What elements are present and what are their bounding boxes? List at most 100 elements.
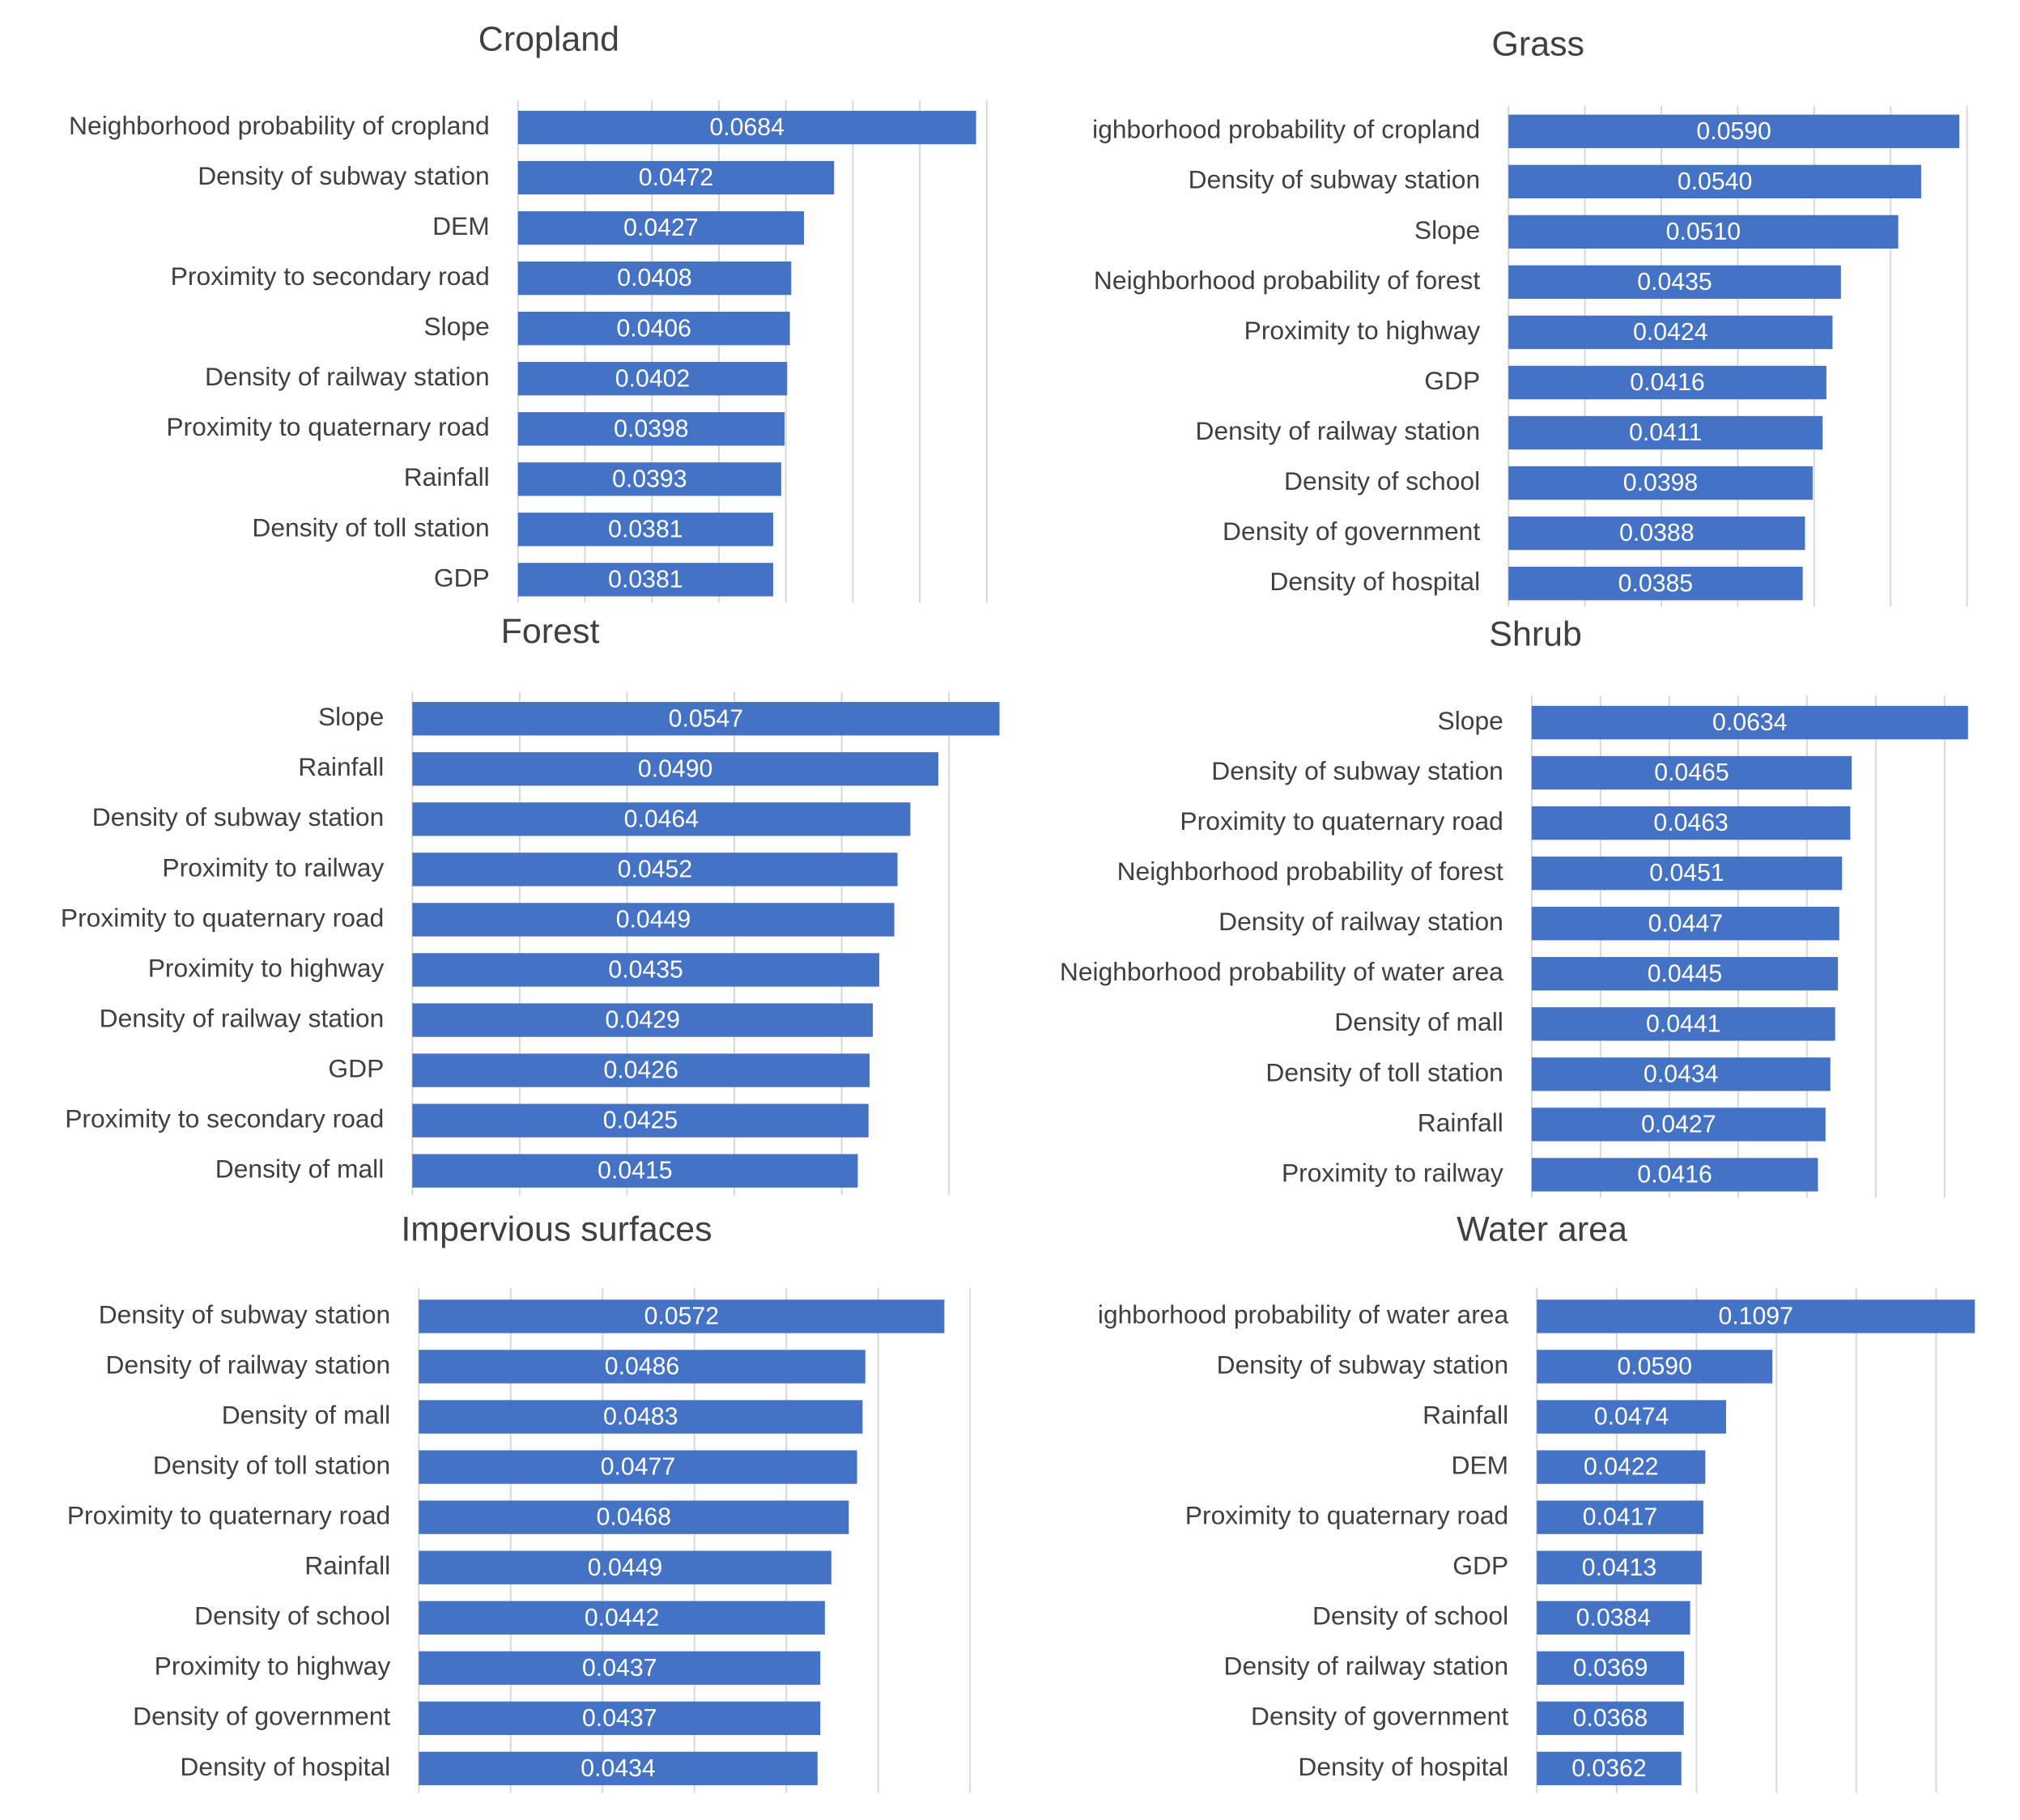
- bar: [1537, 1550, 1702, 1584]
- category-label: Density of railway station: [106, 1350, 391, 1379]
- category-label: ighborhood probability of cropland: [1092, 115, 1480, 144]
- category-label: Proximity to highway: [155, 1652, 391, 1681]
- chart-title: Shrub: [1489, 614, 1582, 653]
- bar: [412, 802, 911, 836]
- data-label: 0.0483: [603, 1404, 678, 1431]
- data-label: 0.0388: [1619, 520, 1694, 546]
- category-label: Proximity to quaternary road: [1185, 1501, 1508, 1530]
- bar: [517, 462, 781, 496]
- bar: [412, 1154, 858, 1188]
- data-label: 0.0413: [1582, 1554, 1656, 1581]
- data-label: 0.0385: [1618, 570, 1693, 597]
- category-label: Density of mall: [1334, 1007, 1503, 1036]
- data-label: 0.0472: [639, 164, 713, 191]
- data-label: 0.0411: [1629, 419, 1702, 446]
- bar: [412, 903, 895, 937]
- category-label: GDP: [1452, 1551, 1508, 1580]
- bar: [1537, 1350, 1773, 1384]
- bar: [412, 1003, 874, 1037]
- category-label: Proximity to secondary road: [65, 1104, 384, 1133]
- data-label: 0.0406: [616, 315, 691, 342]
- data-label: 0.0452: [618, 856, 692, 882]
- bar: [1537, 1450, 1706, 1484]
- bar: [1508, 114, 1960, 148]
- data-label: 0.0435: [608, 957, 683, 984]
- data-label: 0.0684: [709, 114, 784, 141]
- data-label: 0.0445: [1648, 960, 1722, 987]
- data-label: 0.0590: [1696, 118, 1771, 145]
- data-label: 0.0442: [585, 1605, 659, 1631]
- data-label: 0.0424: [1633, 319, 1707, 346]
- bar: [419, 1500, 849, 1534]
- category-label: Proximity to secondary road: [171, 262, 490, 291]
- data-label: 0.0434: [580, 1755, 655, 1782]
- chart-title: Water area: [1457, 1210, 1627, 1248]
- category-label: Proximity to railway: [162, 853, 384, 882]
- category-label: Density of subway station: [99, 1299, 391, 1329]
- data-label: 0.0434: [1644, 1061, 1718, 1087]
- category-label: Density of subway station: [198, 161, 490, 190]
- data-label: 0.0384: [1576, 1605, 1651, 1631]
- category-label: Neighborhood probability of cropland: [69, 111, 490, 140]
- category-label: Density of hospital: [180, 1752, 390, 1781]
- bar: [1537, 1751, 1682, 1786]
- bar: [1508, 315, 1833, 350]
- bar: [517, 110, 976, 145]
- category-label: Density of toll station: [1265, 1057, 1503, 1086]
- bar: [1531, 957, 1839, 991]
- category-label: GDP: [1424, 366, 1480, 395]
- bar: [419, 1550, 831, 1584]
- bar: [419, 1400, 863, 1434]
- data-label: 0.0510: [1666, 219, 1741, 245]
- chart-panel: Water area ighborhood probability of wate…: [1098, 1210, 1975, 1793]
- bar: [1537, 1651, 1685, 1685]
- category-label: Proximity to highway: [1244, 316, 1481, 345]
- data-label: 0.0402: [615, 365, 690, 392]
- bar: [419, 1751, 818, 1786]
- bar: [412, 1103, 869, 1138]
- category-label: Density of subway station: [1217, 1350, 1509, 1379]
- data-label: 0.0441: [1646, 1010, 1720, 1037]
- bar: [412, 853, 898, 887]
- data-label: 0.0429: [605, 1007, 679, 1034]
- data-label: 0.0381: [608, 566, 683, 593]
- category-label: Density of railway station: [1196, 416, 1481, 445]
- bar: [1531, 1158, 1818, 1192]
- bar: [1508, 516, 1805, 551]
- category-label: Density of government: [133, 1702, 390, 1731]
- chart-title: Cropland: [478, 19, 619, 58]
- bar: [1537, 1400, 1726, 1434]
- bar: [517, 512, 773, 546]
- data-label: 0.0408: [617, 265, 691, 291]
- category-label: Proximity to highway: [148, 953, 385, 982]
- chart-title: Grass: [1492, 25, 1585, 64]
- bar: [1531, 907, 1839, 941]
- category-label: ighborhood probability of water area: [1098, 1299, 1509, 1329]
- chart-panel: Grass ighborhood probability of cropland 0…: [1092, 25, 1968, 607]
- category-label: Density of subway station: [1211, 756, 1503, 785]
- category-label: Density of school: [194, 1601, 390, 1631]
- category-label: Slope: [318, 702, 384, 731]
- data-label: 0.0398: [1623, 470, 1698, 496]
- category-label: Density of mall: [222, 1400, 391, 1429]
- category-label: Proximity to quaternary road: [67, 1501, 390, 1530]
- bar: [517, 563, 773, 597]
- bar: [1508, 215, 1899, 249]
- bar: [1531, 1108, 1826, 1142]
- category-label: Rainfall: [298, 752, 384, 781]
- category-label: Rainfall: [1423, 1400, 1508, 1429]
- data-label: 0.0398: [614, 415, 688, 442]
- category-label: Density of mall: [215, 1155, 385, 1184]
- category-label: Rainfall: [304, 1551, 390, 1580]
- data-label: 0.0422: [1584, 1454, 1658, 1481]
- category-label: Proximity to quaternary road: [166, 412, 489, 441]
- category-label: Density of hospital: [1298, 1752, 1508, 1781]
- data-label: 0.0415: [597, 1158, 672, 1184]
- category-label: Rainfall: [404, 462, 490, 491]
- data-label: 0.0425: [603, 1108, 678, 1134]
- chart-panel: Shrub Slope 0.0634 Density of subway statio…: [1060, 614, 1968, 1198]
- category-label: Slope: [423, 312, 489, 341]
- data-label: 0.0435: [1637, 269, 1712, 296]
- data-label: 0.0449: [588, 1554, 662, 1581]
- category-label: Density of hospital: [1269, 567, 1480, 596]
